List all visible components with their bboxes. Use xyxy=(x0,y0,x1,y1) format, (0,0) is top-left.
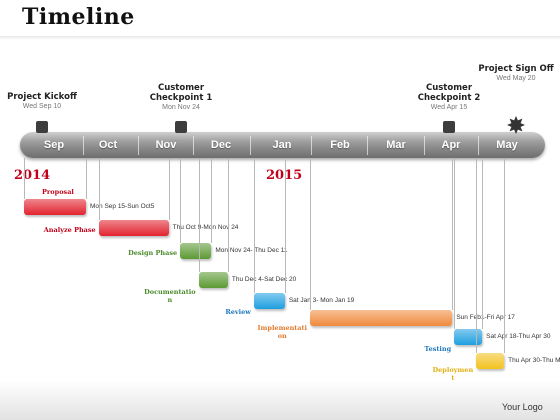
task-guide-line xyxy=(98,158,100,220)
milestone-title: Customer Checkpoint 2 xyxy=(417,83,481,103)
task-bar xyxy=(98,220,169,236)
milestone-date: Mon Nov 24 xyxy=(162,104,200,111)
task-bar xyxy=(454,329,483,345)
task-label: Analyze Phase xyxy=(43,226,96,234)
month-label-may: May xyxy=(496,139,518,151)
milestone-date: Wed Apr 15 xyxy=(430,104,468,111)
milestone-marker xyxy=(36,121,48,133)
month-label-apr: Apr xyxy=(441,139,461,151)
month-divider xyxy=(83,136,84,155)
task-guide-line xyxy=(198,158,200,272)
task-guide-line xyxy=(310,158,311,310)
month-divider xyxy=(138,136,139,155)
milestone-title: Project Kickoff xyxy=(7,92,77,102)
month-divider xyxy=(367,136,368,155)
milestone-marker xyxy=(443,121,455,133)
task-label: Proposal xyxy=(42,188,74,196)
milestone-title: Project Sign Off xyxy=(478,64,554,74)
task-bar xyxy=(180,243,212,259)
header-divider xyxy=(0,36,560,40)
task-guide-line xyxy=(452,158,454,310)
task-date-range: Sat Jan 3- Mon Jan 19 xyxy=(288,297,355,304)
milestone-date: Wed Sep 10 xyxy=(22,103,62,110)
task-guide-line xyxy=(211,158,213,243)
task-bar xyxy=(24,199,86,215)
month-label-mar: Mar xyxy=(386,139,406,151)
task-bar xyxy=(198,272,228,288)
milestone-marker xyxy=(175,121,187,133)
timeline-bar xyxy=(20,132,545,158)
footer-band xyxy=(0,380,560,420)
task-label: Review xyxy=(225,308,251,316)
task-guide-line xyxy=(284,158,286,293)
year-label-2014: 2014 xyxy=(14,168,51,183)
task-guide-line xyxy=(482,158,484,329)
task-bar xyxy=(310,310,453,326)
milestone-star-marker xyxy=(507,116,525,134)
task-guide-line xyxy=(227,158,229,272)
task-label: Implementati on xyxy=(257,324,308,340)
task-label: Documentatio n xyxy=(144,288,196,304)
task-guide-line xyxy=(24,158,25,199)
task-date-range: Thu Dec 4-Sat Dec 20 xyxy=(231,276,297,283)
month-label-dec: Dec xyxy=(210,139,232,151)
task-date-range: Thu Oct 9-Mon Nov 24 xyxy=(172,224,239,231)
task-date-range: Mon Sep 15-Sun Oct5 xyxy=(90,203,155,210)
task-guide-line xyxy=(476,158,478,353)
month-label-sep: Sep xyxy=(43,139,65,151)
milestone-title: Customer Checkpoint 1 xyxy=(149,83,213,103)
month-label-oct: Oct xyxy=(98,139,118,151)
task-date-range: Thu Apr 30-Thu May 14 xyxy=(508,357,560,364)
month-divider xyxy=(193,136,194,155)
task-guide-line xyxy=(168,158,170,220)
month-divider xyxy=(311,136,312,155)
month-label-jan: Jan xyxy=(272,139,292,151)
month-label-feb: Feb xyxy=(330,139,350,151)
task-label: Testing xyxy=(424,345,452,353)
task-guide-line xyxy=(253,158,255,293)
footer-logo: Your Logo xyxy=(502,402,543,412)
task-date-range: Sun Feb1-Fri Apr 17 xyxy=(456,314,515,321)
task-label: Deploymen t xyxy=(432,366,474,382)
task-guide-line xyxy=(180,158,182,243)
month-label-nov: Nov xyxy=(155,139,177,151)
task-label: Design Phase xyxy=(128,249,178,257)
task-date-range: Mon Nov 24- Thu Dec 11 xyxy=(215,247,288,254)
task-date-range: Sat Apr 18-Thu Apr 30 xyxy=(486,333,551,340)
month-divider xyxy=(424,136,425,155)
year-label-2015: 2015 xyxy=(266,168,302,183)
milestone-date: Wed May 20 xyxy=(496,75,536,82)
task-guide-line xyxy=(504,158,506,353)
task-bar xyxy=(253,293,285,309)
month-divider xyxy=(478,136,479,155)
month-divider xyxy=(250,136,251,155)
task-guide-line xyxy=(454,158,456,329)
task-guide-line xyxy=(86,158,87,199)
page-title: Timeline xyxy=(22,4,135,30)
task-bar xyxy=(476,353,505,369)
